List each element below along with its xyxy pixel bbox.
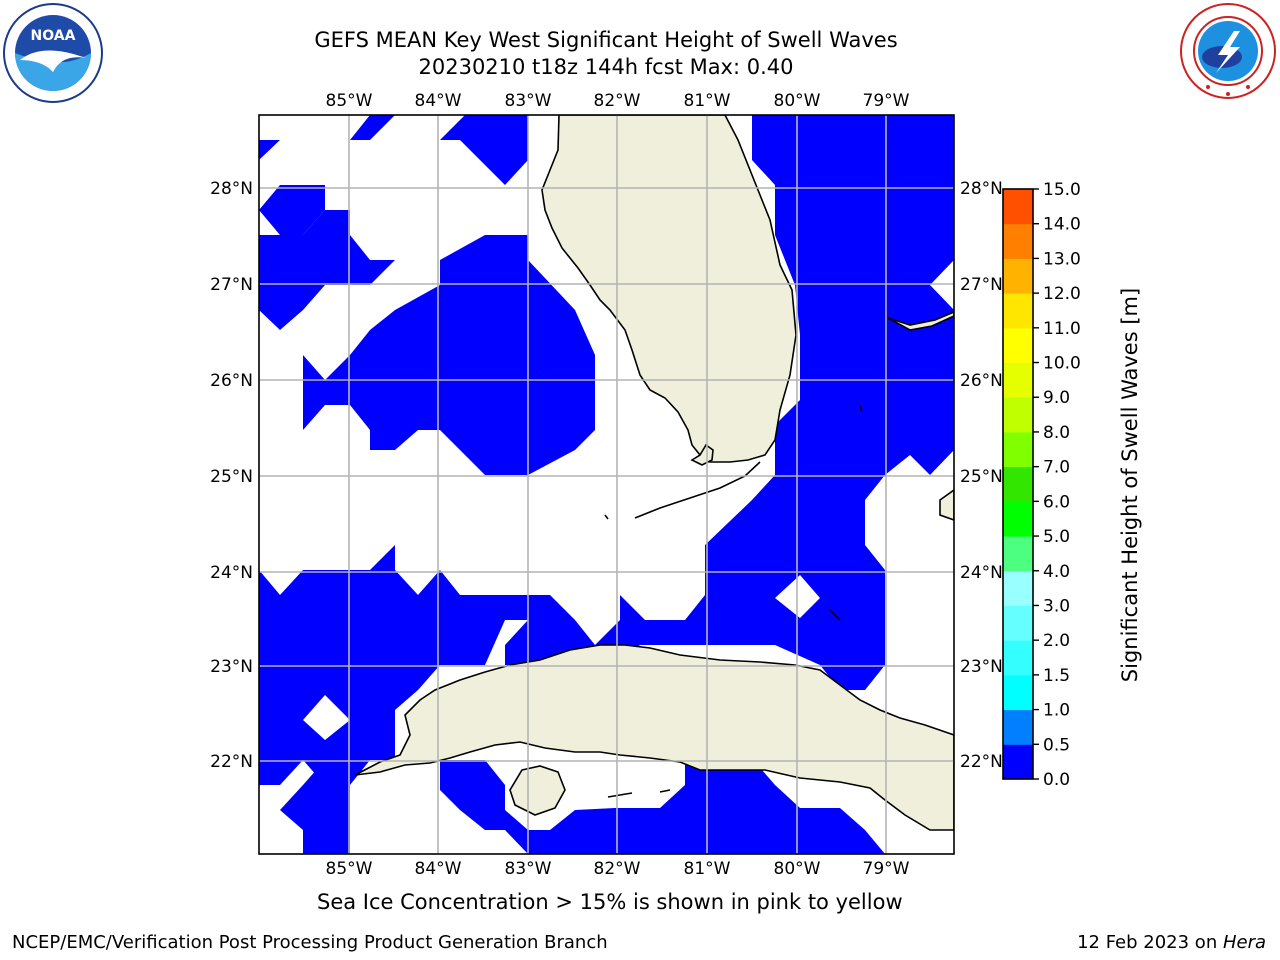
colorbar-tick-label: 8.0 — [1043, 423, 1070, 443]
lon-label-top: 80°W — [774, 91, 821, 111]
colorbar-tick-label: 1.0 — [1043, 701, 1070, 721]
lon-label-bottom: 84°W — [415, 859, 462, 879]
keys — [604, 404, 863, 798]
colorbar-tick-label: 15.0 — [1043, 180, 1081, 200]
colorbar-tick-label: 9.0 — [1043, 388, 1070, 408]
colorbar-swatch — [1003, 397, 1033, 433]
lat-label-left: 25°N — [210, 467, 253, 487]
map-subtitle: 20230210 t18z 144h fcst Max: 0.40 — [418, 55, 794, 79]
colorbar-tick-label: 2.0 — [1043, 631, 1070, 651]
lon-label-top: 79°W — [863, 91, 910, 111]
colorbar-swatch — [1003, 536, 1033, 572]
colorbar-tick-label: 7.0 — [1043, 458, 1070, 478]
lon-label-top: 81°W — [684, 91, 731, 111]
colorbar-swatch — [1003, 466, 1033, 502]
colorbar-swatch — [1003, 189, 1033, 225]
map-frame — [258, 114, 955, 855]
colorbar-swatch — [1003, 744, 1033, 780]
lon-label-top: 84°W — [415, 91, 462, 111]
footer-branch: NCEP/EMC/Verification Post Processing Pr… — [12, 932, 608, 953]
colorbar-swatch — [1003, 362, 1033, 398]
sea-ice-caption: Sea Ice Concentration > 15% is shown in … — [317, 890, 903, 914]
colorbar-swatch — [1003, 258, 1033, 294]
lat-label-left: 27°N — [210, 275, 253, 295]
land-masses — [354, 115, 954, 831]
lon-label-top: 82°W — [594, 91, 641, 111]
map-title: GEFS MEAN Key West Significant Height of… — [314, 28, 898, 52]
colorbar-tick-label: 13.0 — [1043, 249, 1081, 269]
lon-label-bottom: 82°W — [594, 859, 641, 879]
map-axis-labels: 85°W 85°W 84°W 84°W 83°W 83°W 82°W 82°W 81°W 81°W… — [210, 91, 1003, 879]
swell-height-field — [259, 115, 954, 854]
colorbar-tick-label: 5.0 — [1043, 527, 1070, 547]
colorbar-swatch — [1003, 605, 1033, 641]
lat-label-left: 24°N — [210, 563, 253, 583]
colorbar-tick-label: 0.0 — [1043, 770, 1070, 790]
lon-label-bottom: 85°W — [326, 859, 373, 879]
lat-label-right: 25°N — [960, 467, 1003, 487]
colorbar-tick-label: 4.0 — [1043, 562, 1070, 582]
colorbar-tick-label: 12.0 — [1043, 284, 1081, 304]
nws-logo — [1180, 3, 1276, 99]
lon-label-bottom: 83°W — [505, 859, 552, 879]
colorbar-swatch — [1003, 570, 1033, 606]
colorbar-tick-label: 10.0 — [1043, 354, 1081, 374]
lat-lon-gridlines — [259, 115, 954, 854]
colorbar-tick-label: 3.0 — [1043, 596, 1070, 616]
colorbar-swatch — [1003, 327, 1033, 364]
colorbar: 15.0 14.0 13.0 12.0 11.0 10.0 9.0 8.0 7.0 6.0 5.0 4… — [1002, 180, 1081, 790]
noaa-logo-text: NOAA — [31, 28, 76, 44]
footer-date-text: 12 Feb 2023 on — [1077, 932, 1223, 953]
lat-label-left: 22°N — [210, 752, 253, 772]
lon-label-bottom: 79°W — [863, 859, 910, 879]
noaa-logo: NOAA — [3, 3, 103, 103]
colorbar-tick-label: 1.5 — [1043, 666, 1070, 686]
footer-system: Hera — [1222, 932, 1266, 953]
lat-label-right: 24°N — [960, 563, 1003, 583]
colorbar-swatch — [1003, 709, 1033, 745]
colorbar-swatch — [1003, 293, 1033, 329]
lon-label-top: 85°W — [326, 91, 373, 111]
lon-label-top: 83°W — [505, 91, 552, 111]
colorbar-label: Significant Height of Swell Waves [m] — [1118, 287, 1142, 683]
colorbar-tick-label: 6.0 — [1043, 492, 1070, 512]
colorbar-tick-label: 14.0 — [1043, 215, 1081, 235]
lat-label-left: 23°N — [210, 657, 253, 677]
colorbar-swatch — [1003, 501, 1033, 537]
colorbar-swatch — [1003, 640, 1033, 676]
lat-label-right: 27°N — [960, 275, 1003, 295]
lat-label-right: 23°N — [960, 657, 1003, 677]
colorbar-swatch — [1003, 223, 1033, 259]
lon-label-bottom: 81°W — [684, 859, 731, 879]
colorbar-swatch — [1003, 431, 1033, 468]
footer-date: 12 Feb 2023 on Hera — [1077, 932, 1266, 953]
map-area — [259, 115, 954, 854]
lat-label-left: 26°N — [210, 371, 253, 391]
lat-label-right: 26°N — [960, 371, 1003, 391]
colorbar-frame — [1002, 188, 1034, 780]
lat-label-left: 28°N — [210, 179, 253, 199]
colorbar-tick-label: 11.0 — [1043, 319, 1081, 339]
lon-label-bottom: 80°W — [774, 859, 821, 879]
lat-label-right: 28°N — [960, 179, 1003, 199]
colorbar-tick-label: 0.5 — [1043, 735, 1070, 755]
colorbar-swatch — [1003, 674, 1033, 711]
lat-label-right: 22°N — [960, 752, 1003, 772]
